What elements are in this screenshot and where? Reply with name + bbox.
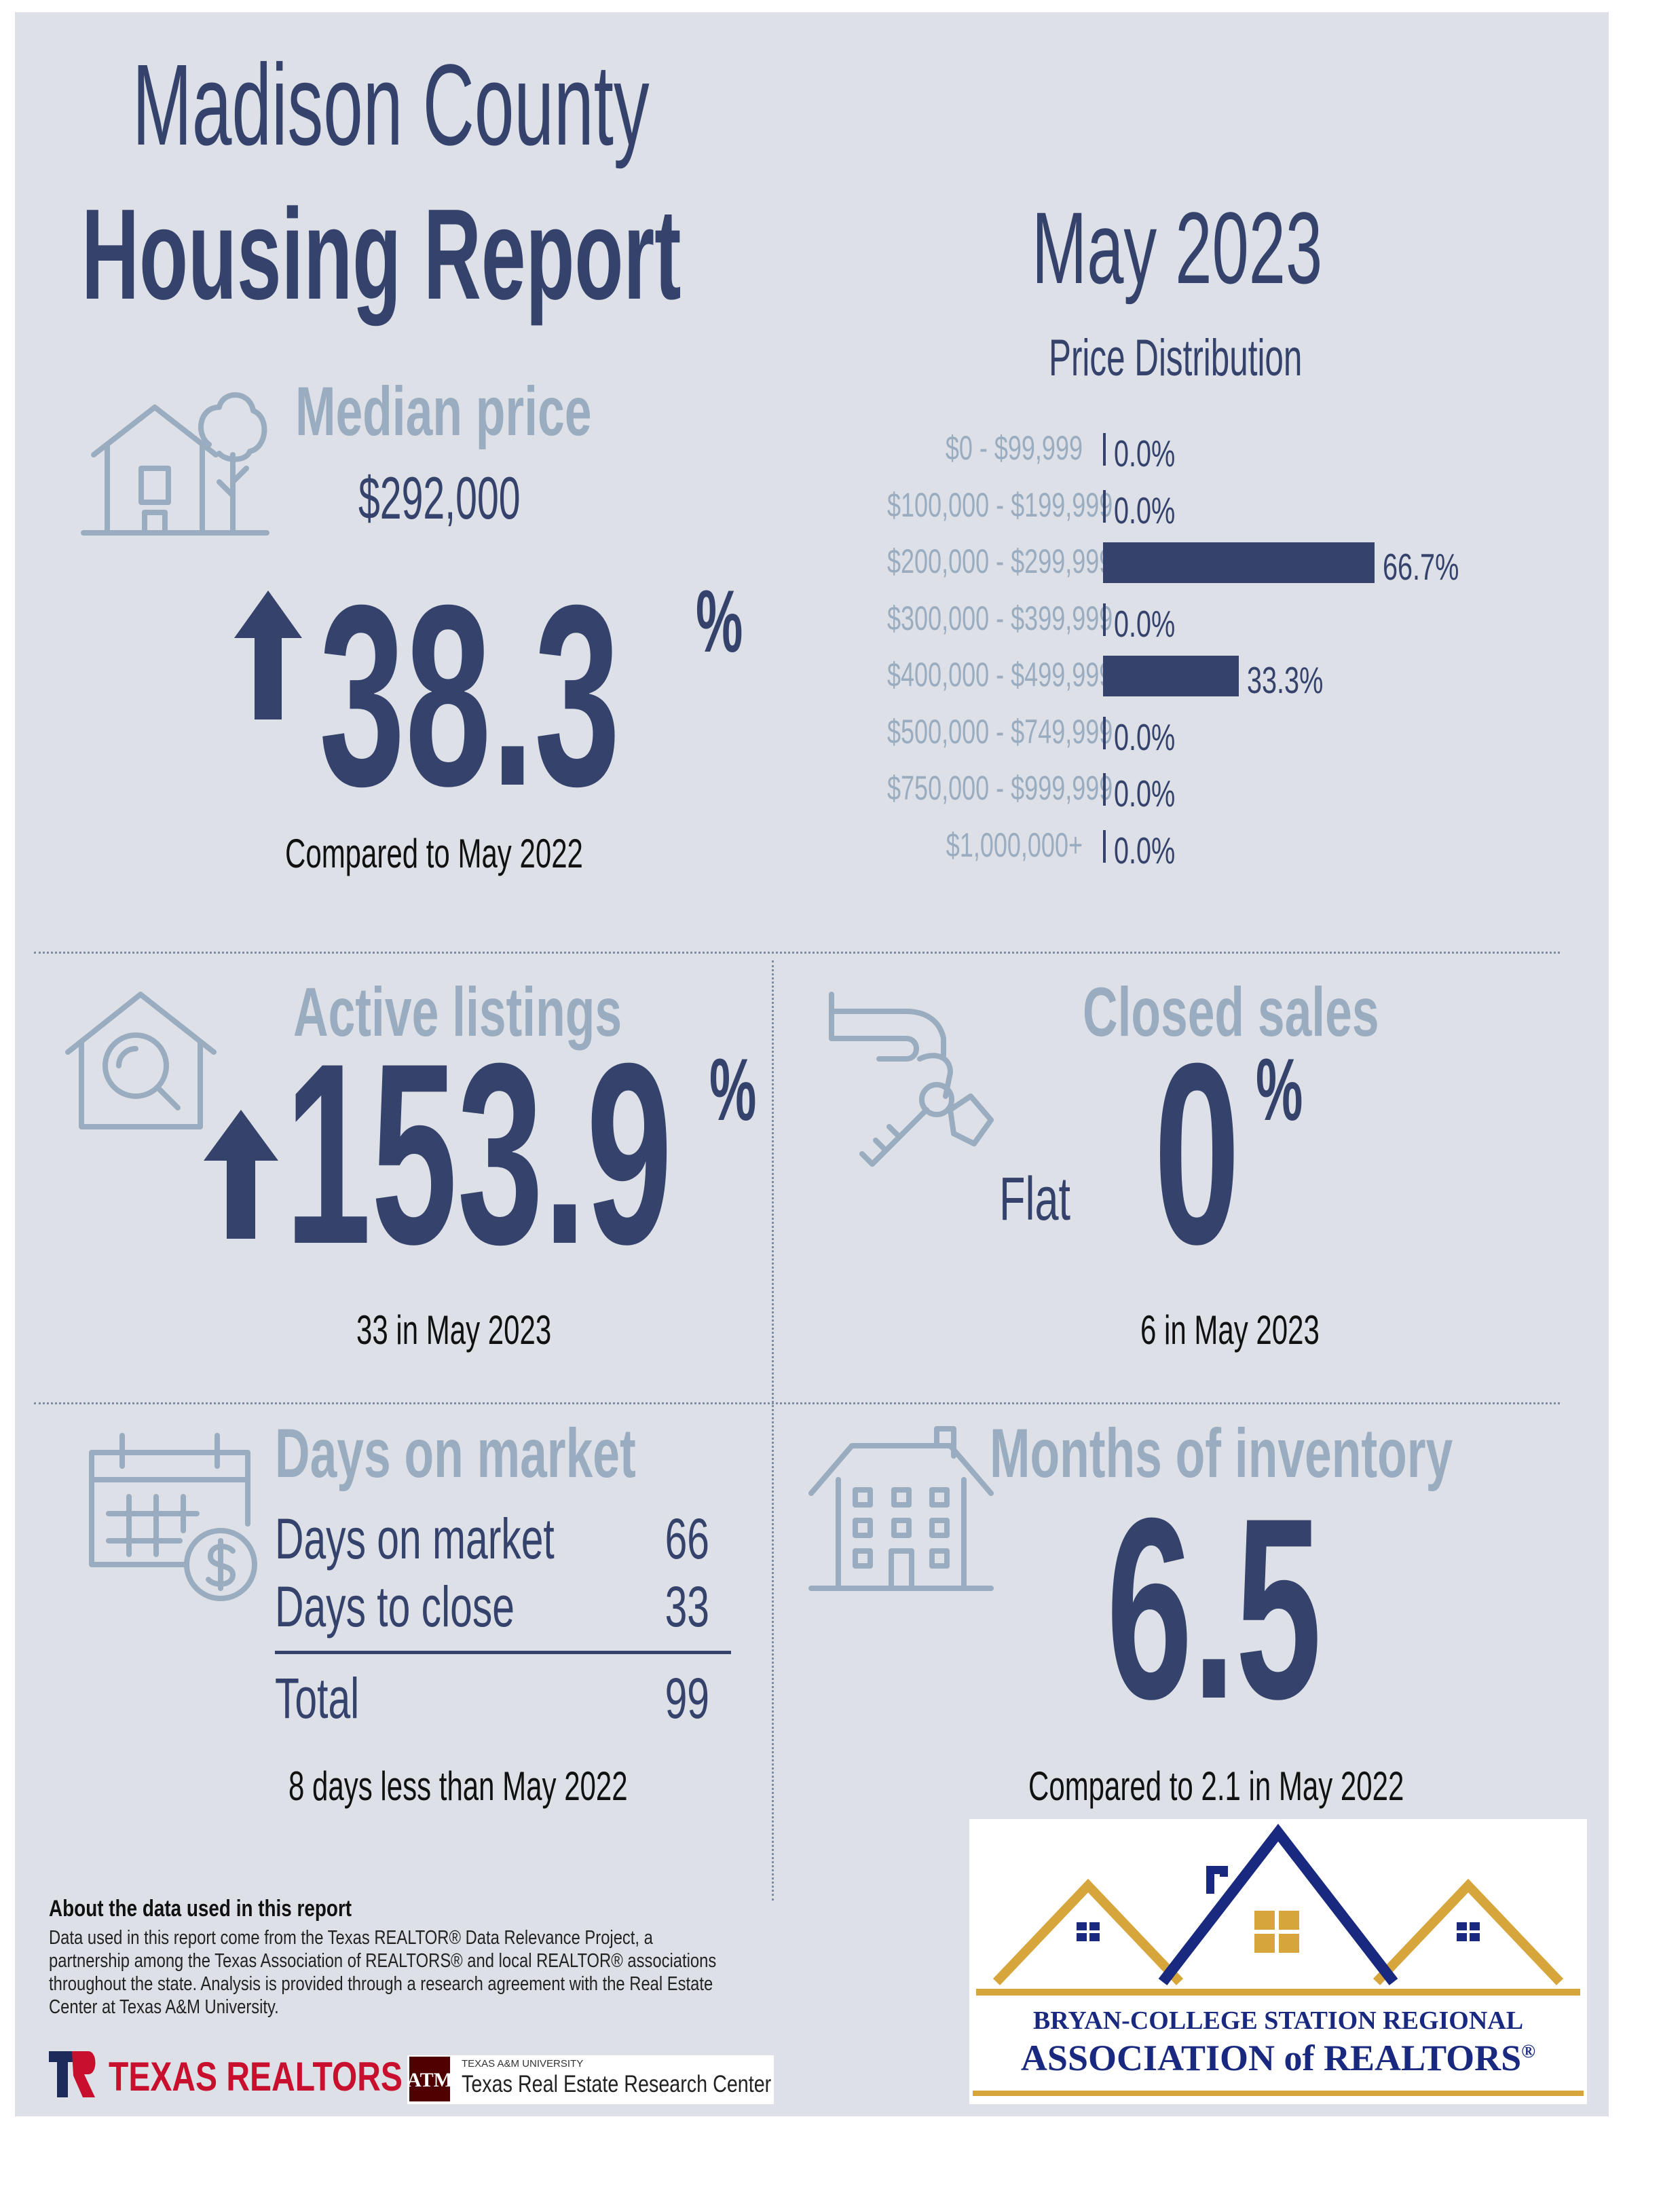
months-inventory-label: Months of inventory xyxy=(990,1415,1453,1492)
house-tree-icon xyxy=(81,392,269,536)
closed-sales-change: 0 xyxy=(1154,1009,1240,1298)
median-price-label: Median price xyxy=(295,373,592,450)
title-report: Housing Report xyxy=(81,183,682,326)
about-body: Data used in this report come from the T… xyxy=(49,1927,717,2018)
calendar-dollar-icon xyxy=(89,1433,257,1601)
median-price-caption: Compared to May 2022 xyxy=(285,831,583,876)
active-listings-label: Active listings xyxy=(293,973,622,1051)
house-search-icon xyxy=(65,992,217,1129)
bcs-association-logo: BRYAN-COLLEGE STATION REGIONAL ASSOCIATI… xyxy=(969,1819,1587,2104)
texas-realtors-logo-text: TEXAS REALTORS xyxy=(109,2054,403,2099)
tamu-small-text: TEXAS A&M UNIVERSITY xyxy=(462,2058,584,2070)
association-name-line1: BRYAN-COLLEGE STATION REGIONAL xyxy=(1032,2006,1524,2035)
closed-sales-trend: Flat xyxy=(999,1165,1071,1233)
distribution-range-label: $300,000 - $399,999 xyxy=(887,599,1113,637)
distribution-value-label: 0.0% xyxy=(1114,772,1176,815)
dom-row-label: Days on market xyxy=(275,1507,555,1571)
distribution-value-label: 0.0% xyxy=(1114,432,1176,474)
divider-top xyxy=(34,952,1560,954)
distribution-range-label: $0 - $99,999 xyxy=(945,429,1083,467)
closed-sales-unit: % xyxy=(1256,1040,1303,1139)
tamu-atm-icon: ATM xyxy=(409,2057,450,2101)
distribution-value-label: 0.0% xyxy=(1114,489,1176,531)
association-roofs-icon xyxy=(976,1823,1580,1996)
price-distribution-title: Price Distribution xyxy=(1049,329,1303,387)
hand-key-icon xyxy=(829,992,994,1167)
distribution-bar xyxy=(1103,829,1106,863)
total-row-label: Total xyxy=(275,1666,360,1730)
active-listings-change: 153.9 xyxy=(285,1009,673,1298)
association-name-text: ASSOCIATION of REALTORS xyxy=(1020,2038,1522,2078)
association-underline xyxy=(973,2091,1584,2096)
median-price-unit: % xyxy=(696,572,743,671)
title-county: Madison County xyxy=(132,41,650,170)
closed-sales-label: Closed sales xyxy=(1083,973,1379,1051)
tamu-center-text: Texas Real Estate Research Center xyxy=(462,2071,772,2097)
active-listings-caption: 33 in May 2023 xyxy=(356,1307,552,1353)
closed-sales-caption: 6 in May 2023 xyxy=(1140,1307,1320,1353)
up-arrow-icon xyxy=(204,1110,278,1239)
distribution-value-label: 33.3% xyxy=(1246,659,1324,701)
association-name-line2: ASSOCIATION of REALTORS® xyxy=(969,2040,1587,2076)
dtc-row-label: Days to close xyxy=(275,1575,515,1639)
days-on-market-label: Days on market xyxy=(275,1415,636,1492)
texas-realtors-logo-icon xyxy=(49,2051,96,2097)
distribution-value-label: 0.0% xyxy=(1114,829,1176,872)
distribution-bar xyxy=(1103,433,1106,466)
distribution-range-label: $1,000,000+ xyxy=(946,825,1083,864)
distribution-range-label: $200,000 - $299,999 xyxy=(887,542,1113,580)
total-rule xyxy=(275,1651,731,1654)
divider-vertical xyxy=(772,960,774,1901)
dtc-row-value: 33 xyxy=(665,1575,709,1639)
distribution-value-label: 0.0% xyxy=(1114,715,1176,758)
svg-text:ATM: ATM xyxy=(409,2069,450,2091)
tamu-logo xyxy=(407,2055,774,2104)
distribution-range-label: $750,000 - $999,999 xyxy=(887,769,1113,807)
distribution-bar xyxy=(1103,656,1239,696)
distribution-range-label: $100,000 - $199,999 xyxy=(887,485,1113,524)
distribution-range-label: $500,000 - $749,999 xyxy=(887,712,1113,751)
up-arrow-icon xyxy=(234,591,302,719)
dom-row-value: 66 xyxy=(665,1507,709,1571)
total-row-value: 99 xyxy=(665,1666,709,1730)
days-on-market-caption: 8 days less than May 2022 xyxy=(288,1763,628,1809)
report-panel xyxy=(15,12,1609,2116)
distribution-bar xyxy=(1103,542,1375,583)
months-inventory-value: 6.5 xyxy=(1106,1464,1322,1753)
report-month: May 2023 xyxy=(1032,191,1323,305)
distribution-range-label: $400,000 - $499,999 xyxy=(887,656,1113,694)
registered-mark: ® xyxy=(1521,2041,1536,2062)
median-price-change: 38.3 xyxy=(319,551,620,840)
apartment-house-icon xyxy=(808,1426,994,1591)
distribution-value-label: 0.0% xyxy=(1114,602,1176,645)
distribution-bar xyxy=(1103,603,1106,636)
months-inventory-caption: Compared to 2.1 in May 2022 xyxy=(1028,1763,1404,1809)
distribution-bar xyxy=(1103,489,1106,523)
about-heading: About the data used in this report xyxy=(49,1896,352,1922)
distribution-value-label: 66.7% xyxy=(1383,546,1459,588)
divider-middle xyxy=(34,1402,1560,1404)
active-listings-unit: % xyxy=(709,1040,757,1139)
median-price-value: $292,000 xyxy=(358,464,521,531)
distribution-bar xyxy=(1103,716,1106,749)
distribution-bar xyxy=(1103,773,1106,806)
